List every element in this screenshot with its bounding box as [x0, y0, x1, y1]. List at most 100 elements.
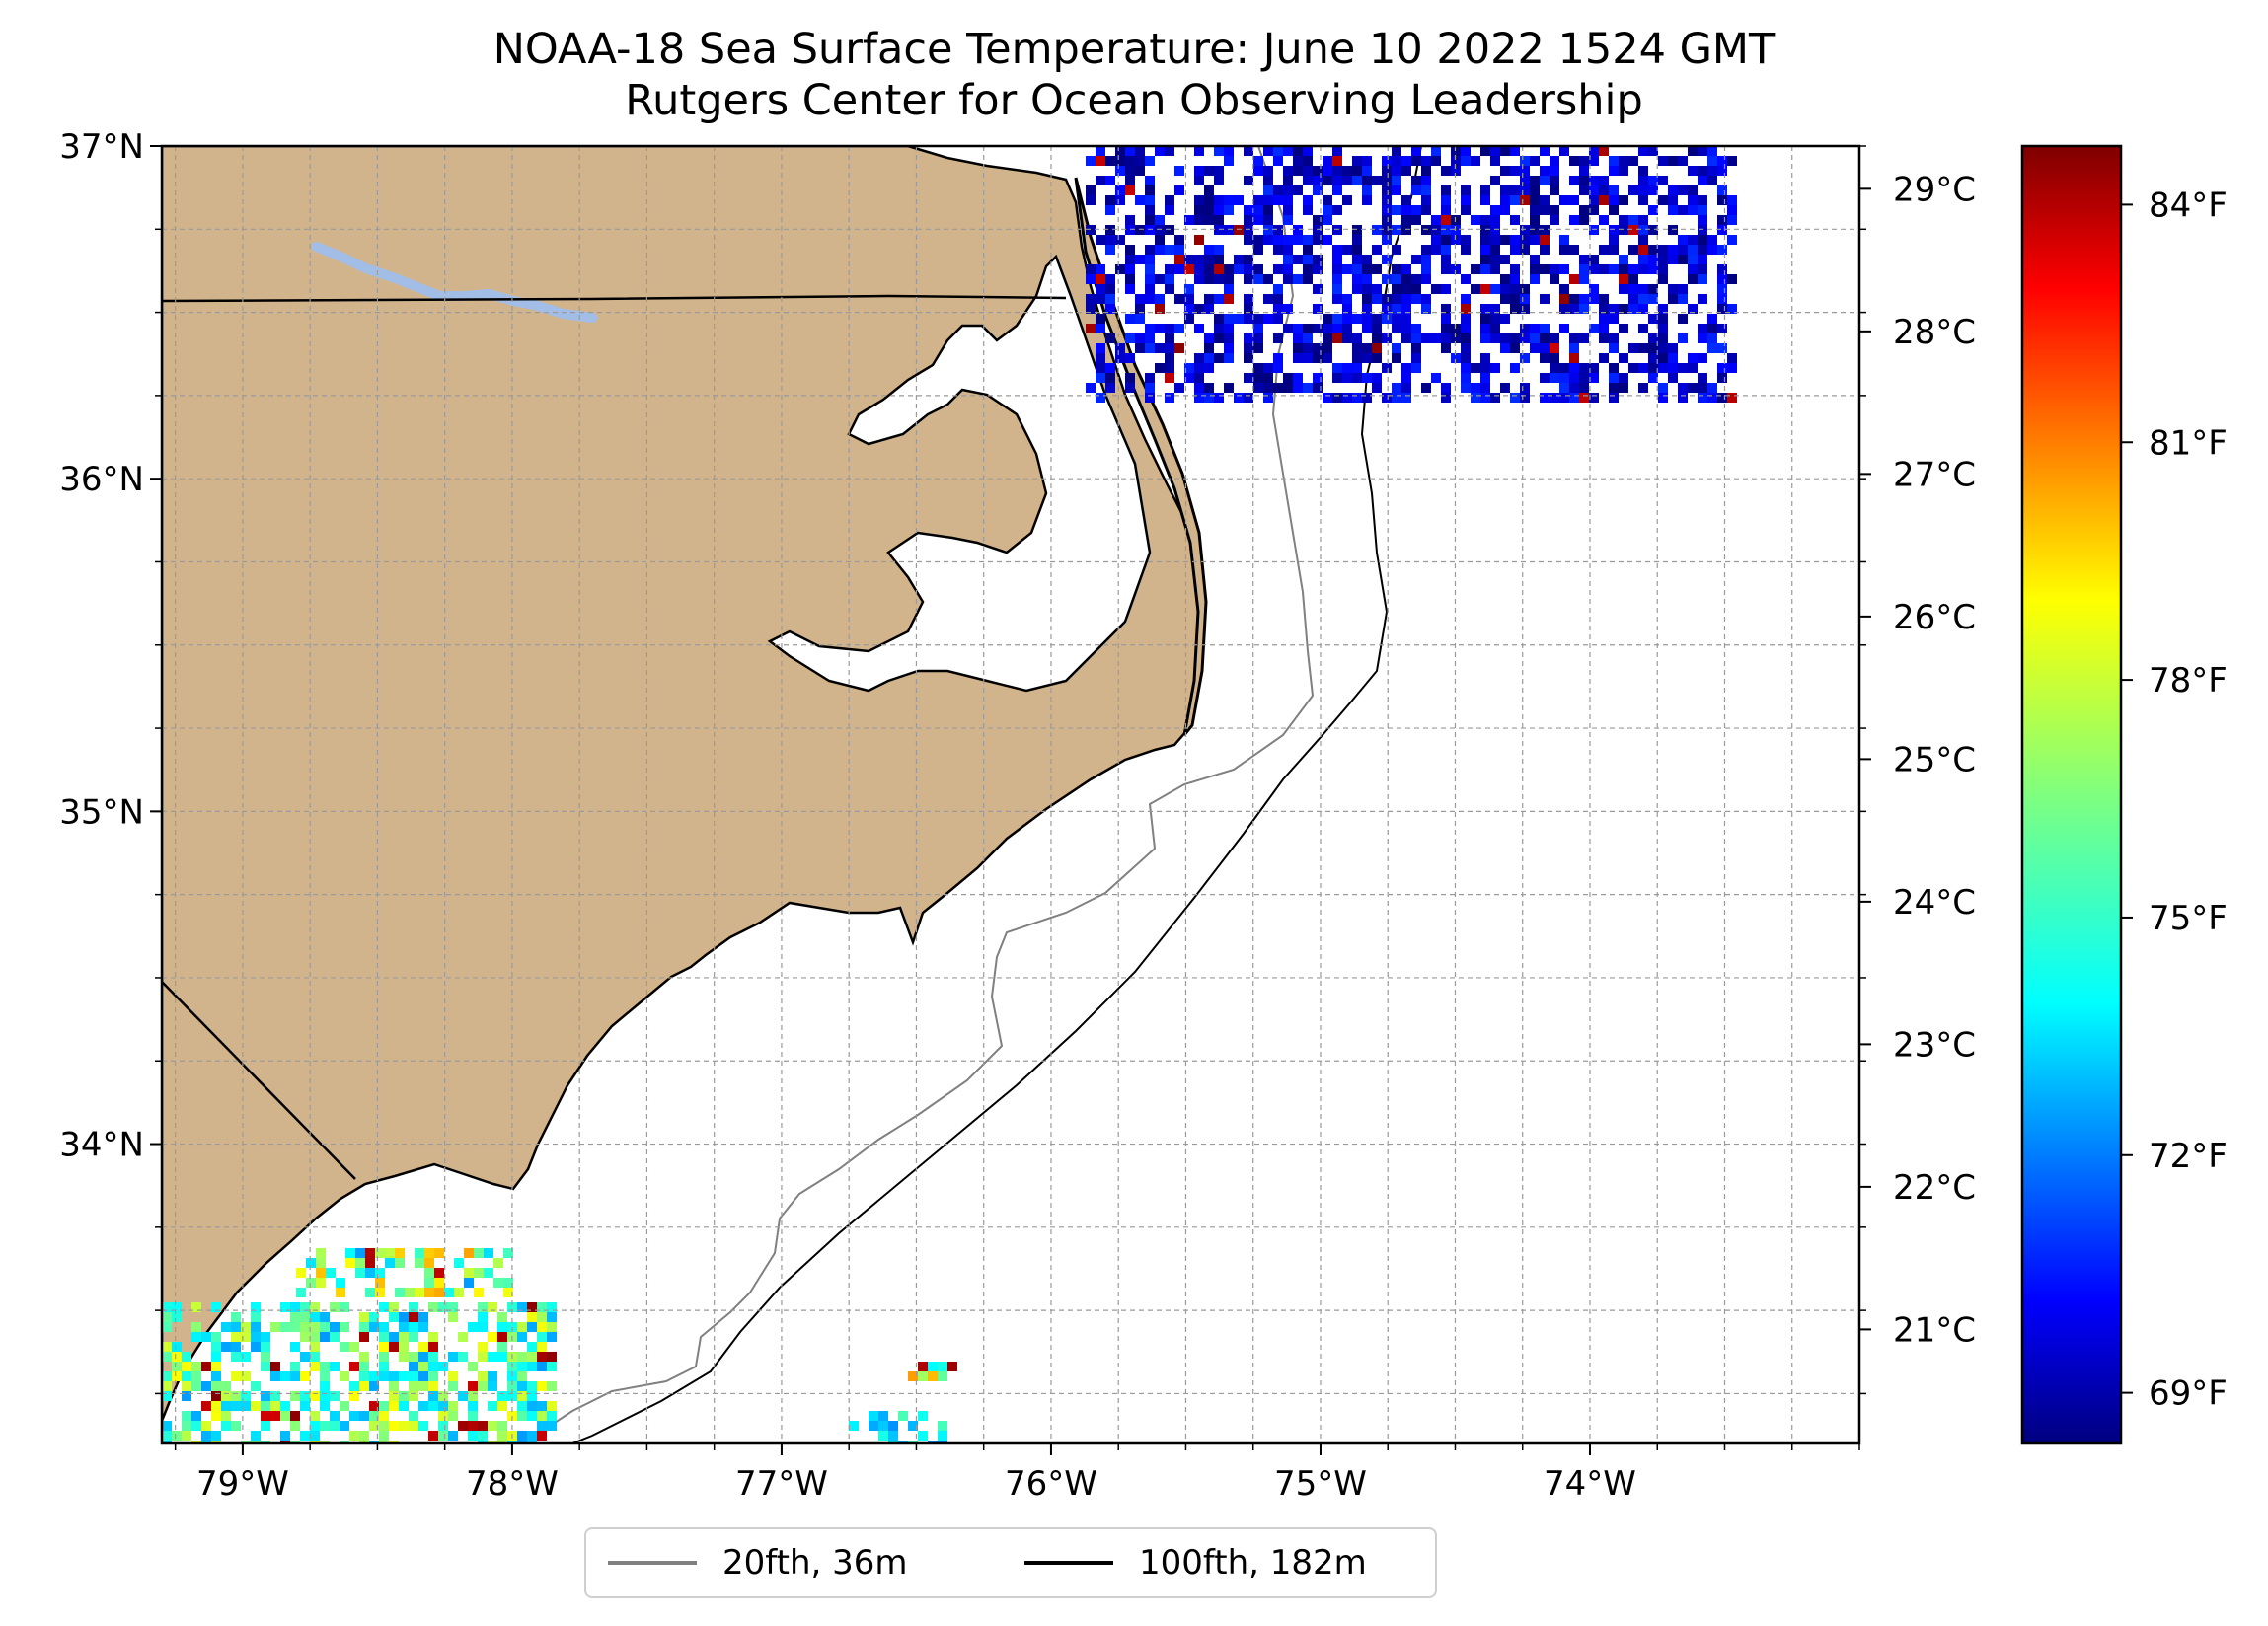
sst-pixel	[428, 1381, 438, 1391]
sst-pixel	[1500, 255, 1510, 264]
sst-pixel	[365, 1248, 375, 1258]
sst-pixel	[1658, 245, 1668, 255]
sst-pixel	[1480, 185, 1490, 195]
sst-pixel	[1609, 343, 1619, 353]
sst-pixel	[385, 1258, 395, 1268]
sst-pixel	[241, 1352, 251, 1362]
sst-pixel	[300, 1431, 310, 1441]
sst-pixel	[527, 1401, 537, 1411]
sst-pixel	[1165, 284, 1174, 294]
sst-pixel	[1609, 156, 1619, 166]
sst-pixel	[1411, 274, 1421, 284]
sst-pixel	[1510, 343, 1520, 353]
sst-pixel	[280, 1411, 290, 1421]
sst-pixel	[359, 1362, 369, 1371]
sst-pixel	[537, 1332, 547, 1342]
sst-pixel	[270, 1362, 280, 1371]
sst-pixel	[1717, 284, 1727, 294]
sst-pixel	[1362, 176, 1372, 185]
sst-pixel	[1707, 166, 1717, 176]
sst-pixel	[1550, 274, 1559, 284]
sst-pixel	[1569, 195, 1579, 205]
sst-pixel	[1569, 383, 1579, 393]
sst-pixel	[191, 1411, 201, 1421]
sst-pixel	[1698, 324, 1707, 333]
sst-pixel	[1480, 373, 1490, 383]
sst-pixel	[1609, 166, 1619, 176]
sst-pixel	[399, 1352, 409, 1362]
sst-pixel	[1569, 274, 1579, 284]
sst-pixel	[1530, 255, 1540, 264]
sst-pixel	[1559, 363, 1569, 373]
sst-pixel	[1362, 373, 1372, 383]
sst-pixel	[1401, 274, 1411, 284]
sst-pixel	[1559, 146, 1569, 156]
sst-pixel	[1352, 264, 1362, 274]
sst-pixel	[1628, 264, 1638, 274]
sst-pixel	[280, 1431, 290, 1441]
sst-pixel	[1283, 383, 1293, 393]
sst-pixel	[424, 1288, 434, 1297]
sst-pixel	[1589, 284, 1599, 294]
sst-pixel	[1698, 353, 1707, 363]
sst-pixel	[1382, 205, 1392, 215]
sst-pixel	[1698, 166, 1707, 176]
sst-pixel	[1559, 373, 1569, 383]
sst-pixel	[1214, 255, 1224, 264]
sst-pixel	[1155, 274, 1165, 284]
sst-pixel	[517, 1371, 527, 1381]
sst-pixel	[1303, 146, 1313, 156]
sst-pixel	[1658, 324, 1668, 333]
lon-tick-label: 78°W	[466, 1464, 559, 1504]
sst-pixel	[1490, 314, 1500, 324]
sst-pixel	[1550, 185, 1559, 195]
sst-pixel	[191, 1441, 201, 1443]
sst-pixel	[1648, 294, 1658, 304]
isobath-20fth	[512, 146, 1315, 1443]
sst-pixel	[1658, 156, 1668, 166]
sst-pixel	[1530, 185, 1540, 195]
sst-pixel	[300, 1312, 310, 1322]
sst-pixel	[1253, 373, 1263, 383]
sst-pixel	[1332, 225, 1342, 235]
fahrenheit-tick-label: 69°F	[2149, 1374, 2228, 1414]
sst-pixel	[1293, 373, 1303, 383]
sst-pixel	[1096, 353, 1105, 363]
sst-pixel	[1362, 156, 1372, 166]
sst-pixel	[251, 1322, 261, 1332]
sst-pixel	[547, 1411, 557, 1421]
sst-pixel	[369, 1312, 379, 1322]
sst-pixel	[1540, 373, 1550, 383]
sst-pixel	[1253, 166, 1263, 176]
sst-pixel	[1510, 185, 1520, 195]
sst-pixel	[1628, 294, 1638, 304]
sst-pixel	[1599, 333, 1609, 343]
sst-pixel	[379, 1421, 389, 1431]
sst-pixel	[1342, 176, 1352, 185]
sst-pixel	[537, 1431, 547, 1441]
sst-pixel	[1392, 343, 1401, 353]
sst-pixel	[1145, 176, 1155, 185]
sst-pixel	[468, 1322, 478, 1332]
sst-pixel	[375, 1248, 385, 1258]
sst-pixel	[359, 1312, 369, 1322]
sst-pixel	[349, 1342, 359, 1352]
sst-pixel	[1184, 284, 1194, 294]
sst-pixel	[1372, 343, 1382, 353]
sst-pixel	[1392, 314, 1401, 324]
sst-pixel	[1471, 363, 1480, 373]
sst-pixel	[1086, 294, 1096, 304]
sst-pixel	[1204, 353, 1214, 363]
sst-pixel	[1273, 294, 1283, 304]
sst-pixel	[1401, 373, 1411, 383]
sst-pixel	[1273, 314, 1283, 324]
sst-pixel	[1234, 195, 1244, 205]
sst-pixel	[241, 1391, 251, 1401]
sst-pixel	[389, 1401, 399, 1411]
sst-pixel	[418, 1322, 428, 1332]
sst-pixel	[1244, 235, 1253, 245]
sst-pixel	[1678, 284, 1688, 294]
sst-pixel	[1253, 314, 1263, 324]
sst-pixel	[261, 1401, 270, 1411]
sst-pixel	[1480, 146, 1490, 156]
